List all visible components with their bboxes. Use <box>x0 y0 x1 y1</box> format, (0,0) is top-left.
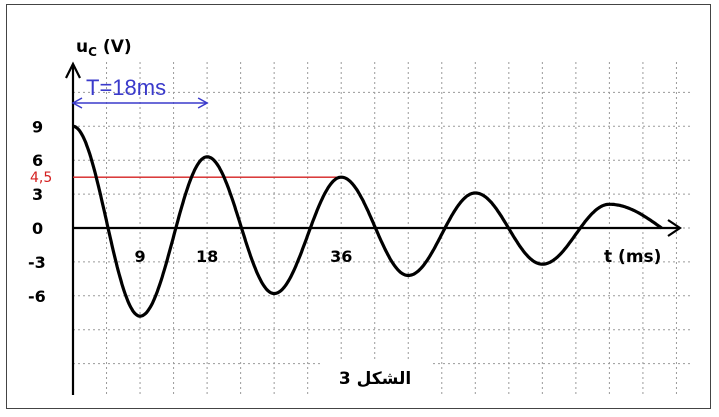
figure-caption: الشكل 3 <box>339 369 411 389</box>
y-axis-arrow <box>65 61 81 79</box>
caption-background <box>320 360 430 394</box>
series-curve <box>72 124 663 318</box>
period-arrow-head-left <box>71 97 83 109</box>
x-tick-label: 9 <box>134 247 145 266</box>
x-tick-label: 18 <box>196 247 218 266</box>
period-label: T=18ms <box>86 75 166 100</box>
y-tick-label: -6 <box>28 287 46 306</box>
ticks: 9 6 3 0 -3 -6 9 18 36 <box>28 117 352 305</box>
period-arrow-head-right <box>197 97 209 109</box>
y-axis-title-unit: (V) <box>103 37 132 57</box>
y-tick-label: 0 <box>32 219 43 238</box>
y-axis-title-main: u <box>76 37 88 57</box>
x-tick-label: 36 <box>330 247 352 266</box>
reference-level-label: 4,5 <box>30 170 52 186</box>
y-axis-title-sub: C <box>88 45 97 59</box>
y-tick-label: 6 <box>32 151 43 170</box>
x-axis-arrow <box>667 219 682 237</box>
y-tick-label: 3 <box>32 185 43 204</box>
y-tick-label: -3 <box>28 253 46 272</box>
x-axis-title: t (ms) <box>604 247 661 267</box>
y-axis-title: uC (V) <box>76 37 132 59</box>
chart-frame <box>6 4 711 409</box>
y-tick-label: 9 <box>32 117 43 136</box>
